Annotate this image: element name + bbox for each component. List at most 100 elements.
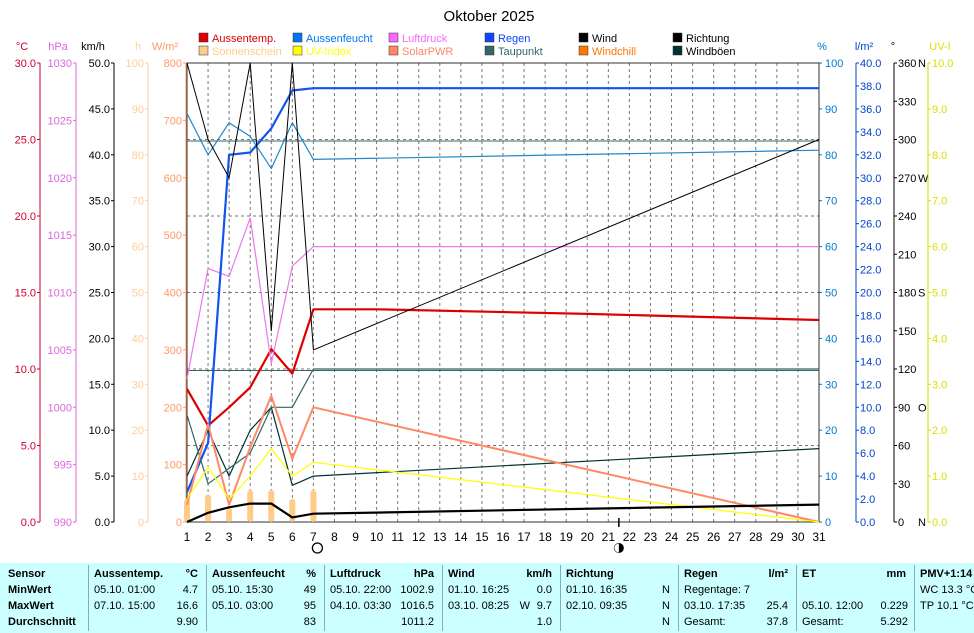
left-axis-tick-label: 50.0 bbox=[89, 58, 110, 70]
right-axis-tick-label: 7.0 bbox=[932, 196, 947, 208]
stats-row-min-label: MinWert bbox=[8, 584, 52, 596]
series-line-wind bbox=[186, 502, 820, 524]
x-tick-label: 16 bbox=[496, 530, 510, 544]
x-tick-label: 11 bbox=[391, 530, 404, 544]
stats-regen-max-time: 03.10. 17:35 bbox=[684, 600, 746, 612]
series-line-taupunkt bbox=[186, 368, 819, 485]
x-tick-label: 27 bbox=[728, 530, 742, 544]
legend-swatch bbox=[484, 45, 495, 56]
right-axis-tick-label: 60 bbox=[898, 441, 910, 453]
legend-swatch bbox=[292, 45, 303, 56]
right-axis-tick-label: 38.0 bbox=[860, 81, 881, 93]
x-tick-label: 24 bbox=[665, 530, 679, 544]
right-axis-tick-label: 4.0 bbox=[860, 471, 875, 483]
right-axis-tick-label: 120 bbox=[898, 364, 916, 376]
x-tick-label: 19 bbox=[560, 530, 574, 544]
left-axis-tick-label: 15.0 bbox=[89, 379, 110, 391]
stats-wind-max-time: 03.10. 08:25 bbox=[448, 600, 510, 612]
chart-title: Oktober 2025 bbox=[444, 8, 535, 25]
stats-luftdruck-section: Luftdruck hPa 05.10. 22:00 1002.9 04.10.… bbox=[325, 563, 442, 633]
stats-wind-min-value: 0.0 bbox=[536, 584, 552, 596]
left-axis-tick-label: 1015 bbox=[48, 230, 72, 242]
left-axis-tick-label: 0.0 bbox=[21, 517, 36, 529]
legend-label: Aussentemp. bbox=[212, 33, 276, 45]
right-axis-tick-label: 10.0 bbox=[860, 402, 881, 414]
right-axis-tick-label: 0 bbox=[825, 517, 831, 529]
x-tick-label: 2 bbox=[205, 530, 212, 544]
left-axis-tick-label: 100 bbox=[164, 460, 182, 472]
stats-luftdruck-unit: hPa bbox=[413, 568, 434, 580]
series-line-richtung bbox=[186, 62, 820, 351]
legend-label: Aussenfeucht bbox=[306, 33, 373, 45]
left-axis-tick-label: 20 bbox=[132, 425, 144, 437]
series-line-aussenfeucht bbox=[186, 113, 820, 170]
right-axis-tick-label: 360 bbox=[898, 58, 916, 70]
right-axis-tick-label: 20 bbox=[825, 425, 837, 437]
stats-et-total-label: Gesamt: bbox=[802, 616, 844, 628]
moon-highlight bbox=[614, 543, 619, 553]
sunshine-bar bbox=[184, 499, 190, 522]
stats-aussentemp-unit: °C bbox=[185, 568, 198, 580]
series-line-luftdruck bbox=[186, 217, 819, 379]
left-axis-tick-label: 990 bbox=[54, 517, 72, 529]
stats-et-header: ET bbox=[802, 568, 817, 580]
stats-richtung-section: Richtung 01.10. 16:35 N 02.10. 09:35 N N bbox=[561, 563, 678, 633]
left-axis-tick-label: 10.0 bbox=[89, 425, 110, 437]
x-tick-label: 7 bbox=[310, 530, 317, 544]
stats-regen-total-label: Gesamt: bbox=[684, 616, 726, 628]
legend-swatch bbox=[388, 45, 399, 56]
stats-aussenfeucht-min-value: 49 bbox=[303, 584, 316, 596]
x-tick-label: 20 bbox=[581, 530, 595, 544]
stats-wind-min-time: 01.10. 16:25 bbox=[448, 584, 510, 596]
x-tick-label: 1 bbox=[184, 530, 191, 544]
stats-aussenfeucht-max-time: 05.10. 03:00 bbox=[212, 600, 274, 612]
legend-label: Taupunkt bbox=[498, 46, 543, 58]
legend-swatch bbox=[578, 32, 589, 43]
direction-label: O bbox=[918, 402, 927, 414]
left-axis-tick-label: 200 bbox=[164, 402, 182, 414]
stats-richtung-min-value: N bbox=[662, 584, 670, 596]
left-axis-tick-label: 60 bbox=[132, 242, 144, 254]
right-axis-tick-label: 34.0 bbox=[860, 127, 881, 139]
right-axis-tick-label: 9.0 bbox=[932, 104, 947, 116]
stats-aussenfeucht-section: Aussenfeucht % 05.10. 15:30 49 05.10. 03… bbox=[207, 563, 324, 633]
stats-sensor-section: Sensor MinWert MaxWert Durchschnitt bbox=[0, 563, 88, 633]
left-axis-unit: °C bbox=[16, 41, 28, 53]
series-line-regen bbox=[185, 87, 819, 493]
x-tick-label: 28 bbox=[749, 530, 763, 544]
stats-pmv-header: PMV+1:14 bbox=[920, 568, 973, 580]
left-axis-tick-label: 90 bbox=[132, 104, 144, 116]
right-axis-tick-label: 2.0 bbox=[860, 494, 875, 506]
right-axis-tick-label: 16.0 bbox=[860, 333, 881, 345]
right-axis-tick-label: 18.0 bbox=[860, 310, 881, 322]
plot-frame bbox=[186, 62, 820, 523]
x-tick-label: 21 bbox=[602, 530, 616, 544]
left-axis-tick-label: 600 bbox=[164, 173, 182, 185]
stats-aussentemp-average: 9.90 bbox=[176, 616, 198, 628]
right-axis-tick-label: 30 bbox=[825, 379, 837, 391]
stats-aussentemp-max-value: 16.6 bbox=[176, 600, 198, 612]
left-axis-tick-label: 30 bbox=[132, 379, 144, 391]
right-axis-tick-label: 6.0 bbox=[932, 242, 947, 254]
left-axis-unit: W/m² bbox=[152, 41, 179, 53]
x-tick-label: 10 bbox=[370, 530, 384, 544]
left-axis-tick-label: 80 bbox=[132, 150, 144, 162]
direction-label: S bbox=[918, 288, 925, 300]
right-axis-tick-label: 0 bbox=[898, 517, 904, 529]
left-axis-tick-label: 10.0 bbox=[15, 364, 36, 376]
x-axis: 1 2 3 4 5 6 7 8 9 10 11 12 13 14 15 16 17 18 19 20 21 22 23 24 2… bbox=[184, 518, 826, 554]
left-axis-tick-label: 45.0 bbox=[89, 104, 110, 116]
direction-label: N bbox=[918, 517, 926, 529]
right-axis-tick-label: 28.0 bbox=[860, 196, 881, 208]
right-axis-tick-label: 1.0 bbox=[932, 471, 947, 483]
right-axis-tick-label: 10.0 bbox=[932, 58, 953, 70]
right-axis-tick-label: 90 bbox=[825, 104, 837, 116]
stats-aussentemp-header: Aussentemp. bbox=[94, 568, 164, 580]
right-axis-tick-label: 240 bbox=[898, 211, 916, 223]
x-tick-label: 30 bbox=[791, 530, 805, 544]
x-tick-label: 13 bbox=[433, 530, 447, 544]
x-tick-label: 3 bbox=[226, 530, 233, 544]
stats-et-section: ET mm 05.10. 12:00 0.229 Gesamt: 5.292 bbox=[797, 563, 914, 633]
right-axis-tick-label: 4.0 bbox=[932, 333, 947, 345]
legend-swatch bbox=[198, 45, 209, 56]
